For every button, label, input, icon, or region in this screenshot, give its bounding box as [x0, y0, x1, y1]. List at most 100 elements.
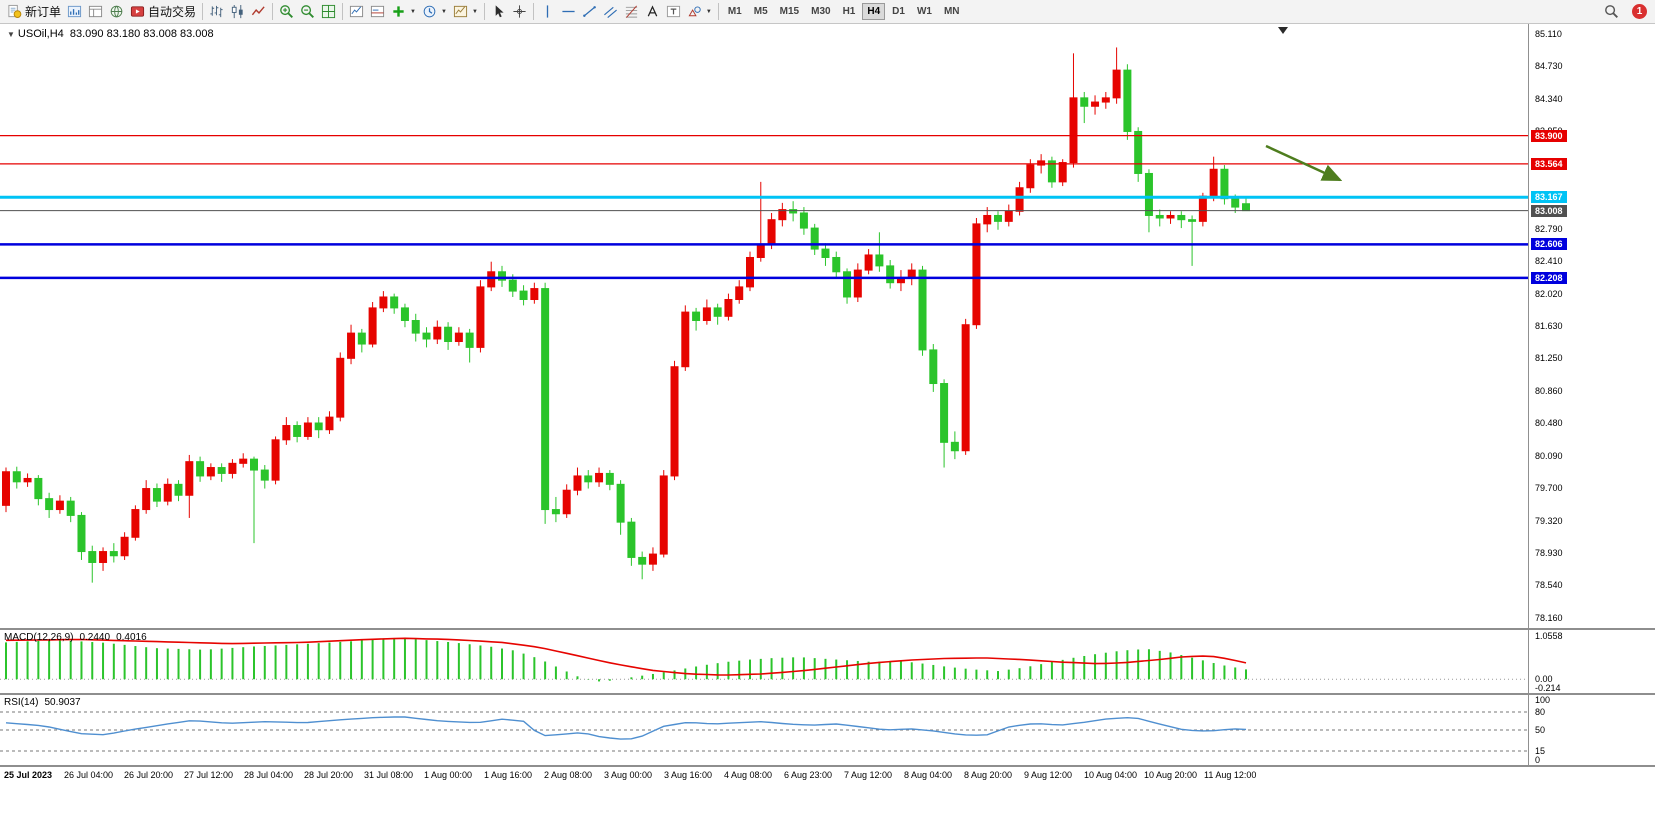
- candlestick-icon: [231, 4, 243, 19]
- time-axis-label: 3 Aug 00:00: [604, 770, 653, 780]
- symbol-period-label: USOil,H4: [17, 28, 64, 40]
- rsi-value: 50.9037: [44, 697, 81, 708]
- shapes-icon: [688, 6, 701, 17]
- price-badge-82.208: 82.208: [1531, 271, 1567, 284]
- dropdown-caret-icon[interactable]: ▼: [471, 8, 478, 15]
- price-axis[interactable]: 85.11084.73084.34083.95083.56083.17082.7…: [1528, 24, 1655, 628]
- channel-button[interactable]: [600, 2, 621, 22]
- auto-trading-button[interactable]: 自动交易: [127, 2, 199, 22]
- search-button[interactable]: [1601, 2, 1622, 22]
- vertical-line-button[interactable]: [537, 2, 558, 22]
- dropdown-caret-icon[interactable]: ▼: [410, 8, 416, 15]
- time-axis-label: 25 Jul 2023: [4, 770, 53, 780]
- fibonacci-button[interactable]: [621, 2, 642, 22]
- tf-h1[interactable]: H1: [842, 6, 856, 17]
- tile-windows-button[interactable]: [318, 2, 339, 22]
- periods-button[interactable]: ▼: [419, 2, 450, 22]
- panel-separator[interactable]: [0, 628, 1655, 630]
- new-order-button[interactable]: 新订单: [4, 2, 64, 22]
- strategy-tester-button[interactable]: [106, 2, 127, 22]
- templates-button[interactable]: ▼: [450, 2, 481, 22]
- time-axis-label: 7 Aug 12:00: [844, 770, 893, 780]
- time-axis-label: 1 Aug 16:00: [484, 770, 533, 780]
- zoom-out-button[interactable]: [297, 2, 318, 22]
- time-axis-label: 31 Jul 08:00: [364, 770, 414, 780]
- horizontal-line-button[interactable]: [558, 2, 579, 22]
- rsi-axis-label: 50: [1535, 725, 1546, 735]
- market-watch-button[interactable]: [64, 2, 85, 22]
- panel-separator[interactable]: [0, 765, 1655, 767]
- time-axis-label: 11 Aug 12:00: [1204, 770, 1257, 780]
- cursor-button[interactable]: [488, 2, 509, 22]
- time-axis[interactable]: 25 Jul 2023 26 Jul 04:00 26 Jul 20:00 27 Ju…: [0, 767, 1655, 785]
- add-indicator-button[interactable]: ▼: [388, 2, 419, 22]
- panel-separator[interactable]: [0, 693, 1655, 695]
- chart-window[interactable]: 85.11084.73084.34083.95083.56083.17082.7…: [0, 24, 1655, 830]
- time-axis-label: 26 Jul 04:00: [64, 770, 114, 780]
- trend-arrow-annotation[interactable]: [1265, 144, 1343, 182]
- time-axis-label: 2 Aug 08:00: [544, 770, 593, 780]
- price-tick: 84.730: [1535, 61, 1563, 72]
- data-window-button[interactable]: [85, 2, 106, 22]
- bottom-margin: [0, 785, 1655, 830]
- price-tick: 82.790: [1535, 223, 1563, 234]
- bars-chart-button[interactable]: [206, 2, 227, 22]
- text-button[interactable]: [642, 2, 663, 22]
- tf-d1[interactable]: D1: [892, 6, 905, 17]
- rsi-plot[interactable]: [0, 695, 1528, 765]
- data-window-icon: [88, 5, 103, 18]
- notification-badge[interactable]: 1: [1632, 4, 1647, 19]
- macd-plot[interactable]: [0, 630, 1528, 693]
- crosshair-button[interactable]: [509, 2, 530, 22]
- text-label-button[interactable]: [663, 2, 684, 22]
- toolbar-separator: [272, 3, 274, 20]
- clock-icon: [423, 5, 436, 18]
- line-chart-button[interactable]: [248, 2, 269, 22]
- macd-main-value: 0.2440: [79, 632, 111, 643]
- time-axis-label: 9 Aug 12:00: [1024, 770, 1073, 780]
- time-axis-label: 28 Jul 20:00: [304, 770, 354, 780]
- toolbar-separator: [483, 3, 485, 20]
- tf-h4[interactable]: H4: [862, 3, 886, 20]
- tf-m5[interactable]: M5: [753, 6, 768, 17]
- horizontal-line-icon: [562, 10, 575, 13]
- price-tick: 80.860: [1535, 385, 1563, 396]
- macd-panel[interactable]: 1.0558 0.00 -0.214 MACD(12,26,9) 0.2440 0.40…: [0, 630, 1655, 693]
- rsi-panel[interactable]: 100 80 50 15 0 RSI(14) 50.9037: [0, 695, 1655, 765]
- rsi-axis: 100 80 50 15 0: [1528, 695, 1655, 765]
- indicators-icon: [349, 5, 364, 18]
- tf-m30[interactable]: M30: [811, 6, 831, 17]
- candlestick-chart[interactable]: [0, 24, 1528, 628]
- macd-signal-value: 0.4016: [116, 632, 147, 643]
- zoom-out-icon: [301, 5, 315, 18]
- price-tick: 81.250: [1535, 353, 1563, 364]
- dropdown-caret-icon[interactable]: ▼: [440, 8, 447, 15]
- toolbar-right-group: 1: [1601, 2, 1651, 22]
- search-icon: [1605, 5, 1618, 18]
- tf-m1[interactable]: M1: [727, 6, 742, 17]
- time-axis-label: 1 Aug 00:00: [424, 770, 473, 780]
- objects-button[interactable]: [367, 2, 388, 22]
- price-tick: 81.630: [1535, 320, 1563, 331]
- tile-windows-icon: [321, 4, 336, 19]
- collapse-icon[interactable]: ▼: [7, 30, 15, 39]
- indicators-button[interactable]: [346, 2, 367, 22]
- template-icon: [453, 5, 467, 18]
- tf-mn[interactable]: MN: [943, 6, 960, 17]
- chart-shift-marker[interactable]: [1278, 27, 1288, 34]
- ohlc-bars-icon: [210, 5, 223, 18]
- trendline-button[interactable]: [579, 2, 600, 22]
- zoom-in-button[interactable]: [276, 2, 297, 22]
- time-axis-label: 3 Aug 16:00: [664, 770, 713, 780]
- macd-axis-label: 1.0558: [1535, 631, 1563, 641]
- macd-axis-label: -0.214: [1535, 683, 1561, 693]
- shapes-button[interactable]: ▼: [684, 2, 715, 22]
- main-chart-panel[interactable]: 85.11084.73084.34083.95083.56083.17082.7…: [0, 24, 1655, 628]
- dropdown-caret-icon[interactable]: ▼: [705, 8, 712, 15]
- time-axis-label: 27 Jul 12:00: [184, 770, 234, 780]
- zoom-in-icon: [280, 5, 294, 18]
- price-badge-83.167: 83.167: [1531, 191, 1567, 204]
- tf-w1[interactable]: W1: [916, 6, 932, 17]
- tf-m15[interactable]: M15: [779, 6, 800, 17]
- candlestick-chart-button[interactable]: [227, 2, 248, 22]
